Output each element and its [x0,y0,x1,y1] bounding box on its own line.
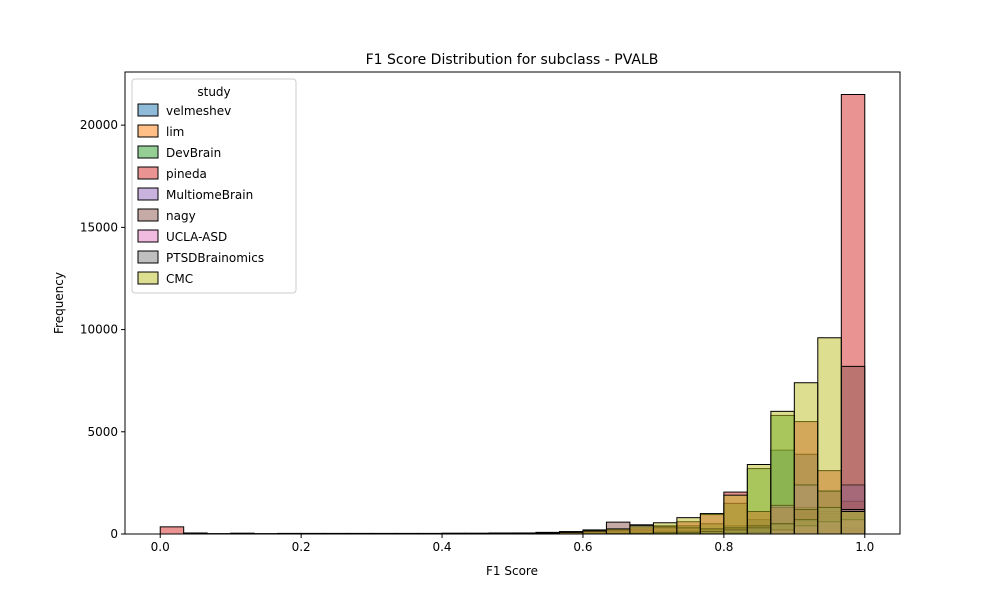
legend-swatch-MultiomeBrain [137,187,159,201]
chart-title: F1 Score Distribution for subclass - PVA… [366,52,659,68]
x-axis-label: F1 Score [486,564,538,578]
legend-title: study [197,85,230,99]
bar-CMC-28 [817,337,842,535]
bar-pineda-0 [159,526,185,535]
bar-CMC-20 [629,525,654,535]
x-axis-ticks: 0.0 0.2 0.4 0.6 0.8 1.0 [151,534,874,554]
legend: study velmeshev lim DevBrain pineda Multiome… [131,78,297,294]
axes-frame [124,71,901,535]
y-axis-label: Frequency [52,272,66,334]
bar-CMC-21 [652,522,678,535]
legend-label-velmeshev: velmeshev [166,104,231,118]
bar-CMC-19 [605,528,631,535]
legend-items: velmeshev lim DevBrain pineda MultiomeBrain n… [137,103,264,286]
y-tick-label: 20000 [80,118,118,132]
legend-swatch-velmeshev [137,103,159,117]
legend-label-lim: lim [166,125,184,139]
bar-nagy-29 [840,365,866,535]
x-tick-label: 0.4 [432,540,451,554]
y-tick-label: 5000 [87,425,118,439]
legend-label-PTSDBrainomics: PTSDBrainomics [166,251,264,265]
bar-CMC-27 [793,382,819,535]
legend-swatch-PTSDBrainomics [137,250,159,264]
bar-CMC-26 [770,410,795,535]
legend-label-DevBrain: DevBrain [166,146,221,160]
x-tick-label: 0.6 [573,540,592,554]
y-tick-label: 0 [110,527,118,541]
legend-swatch-nagy [137,208,159,222]
legend-label-nagy: nagy [166,209,196,223]
legend-swatch-DevBrain [137,145,159,159]
bar-CMC-23 [699,513,725,535]
series-CMC [512,337,866,535]
legend-label-MultiomeBrain: MultiomeBrain [166,188,253,202]
x-tick-label: 1.0 [855,540,874,554]
legend-swatch-pineda [137,166,159,180]
y-tick-label: 10000 [80,323,118,337]
bar-CMC-29 [840,511,866,535]
legend-swatch-CMC [137,271,159,285]
legend-swatch-lim [137,124,159,138]
legend-label-pineda: pineda [166,167,207,181]
y-tick-label: 15000 [80,220,118,234]
bar-CMC-22 [676,517,701,535]
x-tick-label: 0.2 [292,540,311,554]
bar-CMC-24 [723,494,748,535]
y-axis-ticks: 0 5000 10000 15000 20000 [80,118,125,541]
legend-box [131,78,297,294]
legend-label-UCLA-ASD: UCLA-ASD [166,230,227,244]
legend-label-CMC: CMC [166,272,193,286]
bar-CMC-25 [746,464,772,535]
x-tick-label: 0.0 [151,540,170,554]
legend-swatch-UCLA-ASD [137,229,159,243]
histogram-bars [159,93,866,535]
x-tick-label: 0.8 [714,540,733,554]
